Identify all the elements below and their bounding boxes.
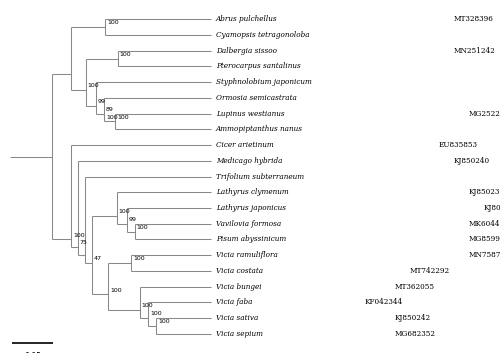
Text: Styphnolobium japonicum: Styphnolobium japonicum bbox=[216, 78, 313, 86]
Text: Lathyrus clymenum: Lathyrus clymenum bbox=[216, 188, 290, 196]
Text: Vavilovia formosa: Vavilovia formosa bbox=[216, 220, 282, 228]
Text: MK604478: MK604478 bbox=[468, 220, 500, 228]
Text: Vicia costata: Vicia costata bbox=[216, 267, 264, 275]
Text: Lathyrus japonicus: Lathyrus japonicus bbox=[216, 204, 287, 212]
Text: 89: 89 bbox=[106, 107, 114, 112]
Text: Vicia bungei: Vicia bungei bbox=[216, 282, 263, 291]
Text: KJ806195: KJ806195 bbox=[483, 204, 500, 212]
Text: 100: 100 bbox=[108, 20, 119, 25]
Text: 75: 75 bbox=[80, 240, 88, 245]
Text: KJ850240: KJ850240 bbox=[454, 157, 490, 165]
Text: 0.05: 0.05 bbox=[24, 352, 41, 353]
Text: 100: 100 bbox=[120, 52, 132, 57]
Text: Ormosia semicastrata: Ormosia semicastrata bbox=[216, 94, 298, 102]
Text: KJ850242: KJ850242 bbox=[394, 314, 430, 322]
Text: 99: 99 bbox=[98, 99, 106, 104]
Text: 100: 100 bbox=[158, 319, 170, 324]
Text: KF042344: KF042344 bbox=[365, 298, 403, 306]
Text: Vicia faba: Vicia faba bbox=[216, 298, 254, 306]
Text: 100: 100 bbox=[142, 303, 154, 308]
Text: MN251242: MN251242 bbox=[454, 47, 496, 55]
Text: Dalbergia sissoo: Dalbergia sissoo bbox=[216, 47, 278, 55]
Text: 100: 100 bbox=[150, 311, 162, 316]
Text: Vicia sativa: Vicia sativa bbox=[216, 314, 260, 322]
Text: MT742292: MT742292 bbox=[410, 267, 450, 275]
Text: Cyamopsis tetragonoloba: Cyamopsis tetragonoloba bbox=[216, 31, 311, 39]
Text: 100: 100 bbox=[110, 288, 122, 293]
Text: EU835853: EU835853 bbox=[439, 141, 478, 149]
Text: Pterocarpus santalinus: Pterocarpus santalinus bbox=[216, 62, 302, 71]
Text: Medicago hybrida: Medicago hybrida bbox=[216, 157, 284, 165]
Text: Pisum abyssinicum: Pisum abyssinicum bbox=[216, 235, 288, 244]
Text: 100: 100 bbox=[106, 115, 118, 120]
Text: MG682352: MG682352 bbox=[394, 330, 436, 338]
Text: 100: 100 bbox=[117, 115, 129, 120]
Text: 100: 100 bbox=[73, 233, 85, 238]
Text: MT362055: MT362055 bbox=[394, 282, 434, 291]
Text: 99: 99 bbox=[128, 217, 136, 222]
Text: Ammopiptanthus nanus: Ammopiptanthus nanus bbox=[216, 125, 304, 133]
Text: Lupinus westianus: Lupinus westianus bbox=[216, 109, 286, 118]
Text: Vicia sepium: Vicia sepium bbox=[216, 330, 264, 338]
Text: 47: 47 bbox=[94, 256, 102, 261]
Text: Abrus pulchellus: Abrus pulchellus bbox=[216, 15, 279, 23]
Text: MT328396: MT328396 bbox=[454, 15, 494, 23]
Text: 100: 100 bbox=[88, 83, 100, 88]
Text: Vicia ramuliflora: Vicia ramuliflora bbox=[216, 251, 279, 259]
Text: KJ850235: KJ850235 bbox=[468, 188, 500, 196]
Text: MN758738: MN758738 bbox=[468, 251, 500, 259]
Text: 100: 100 bbox=[118, 209, 130, 214]
Text: 100: 100 bbox=[134, 256, 145, 261]
Text: Trifolium subterraneum: Trifolium subterraneum bbox=[216, 173, 306, 180]
Text: MG859923: MG859923 bbox=[468, 235, 500, 244]
Text: MG252262: MG252262 bbox=[468, 109, 500, 118]
Text: 100: 100 bbox=[137, 225, 148, 230]
Text: Cicer arietinum: Cicer arietinum bbox=[216, 141, 275, 149]
